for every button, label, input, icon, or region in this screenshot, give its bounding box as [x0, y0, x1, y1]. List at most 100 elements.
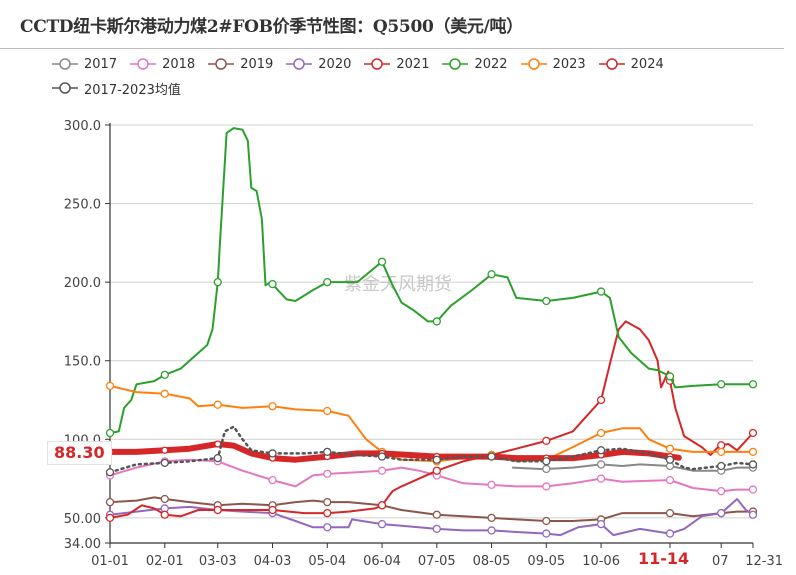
data-point-marker[interactable]: [161, 446, 169, 454]
y-tick-label: 300.0: [64, 119, 101, 134]
data-point-marker[interactable]: [323, 469, 332, 479]
legend-item-2019[interactable]: 2019: [208, 52, 273, 76]
data-point-marker[interactable]: [105, 497, 115, 507]
data-point-marker[interactable]: [160, 510, 169, 519]
data-point-marker[interactable]: [213, 277, 222, 287]
legend-item-2021[interactable]: 2021: [364, 52, 429, 76]
x-tick-label: 08-05: [473, 554, 511, 569]
data-point-marker[interactable]: [160, 494, 169, 504]
data-point-marker[interactable]: [596, 446, 606, 455]
data-point-marker[interactable]: [160, 458, 169, 468]
data-point-marker[interactable]: [432, 317, 441, 326]
data-point-marker[interactable]: [542, 464, 551, 474]
data-point-marker[interactable]: [717, 447, 726, 457]
data-point-marker[interactable]: [268, 449, 277, 458]
data-point-marker[interactable]: [596, 395, 606, 405]
data-point-marker[interactable]: [487, 270, 496, 279]
data-point-marker[interactable]: [213, 505, 222, 515]
data-point-marker[interactable]: [377, 466, 387, 475]
data-point-marker[interactable]: [105, 381, 115, 391]
data-point-marker[interactable]: [323, 406, 332, 416]
legend-item-2024[interactable]: 2024: [598, 52, 664, 76]
data-point-marker[interactable]: [432, 524, 441, 534]
series-line-2019[interactable]: [109, 496, 754, 522]
data-point-marker[interactable]: [748, 447, 758, 457]
data-point-marker[interactable]: [542, 529, 551, 538]
data-point-marker[interactable]: [432, 455, 441, 464]
series-line-2020[interactable]: [109, 498, 754, 537]
data-point-marker[interactable]: [105, 513, 115, 523]
data-point-marker[interactable]: [105, 428, 115, 438]
data-point-marker[interactable]: [487, 452, 496, 461]
data-point-marker[interactable]: [213, 453, 222, 463]
data-point-marker[interactable]: [596, 428, 606, 438]
data-point-marker[interactable]: [377, 257, 387, 266]
data-point-marker[interactable]: [268, 475, 277, 485]
data-point-marker[interactable]: [432, 510, 441, 519]
legend-item-2018[interactable]: 2018: [130, 52, 195, 76]
data-point-marker[interactable]: [665, 372, 675, 381]
data-point-marker[interactable]: [323, 497, 332, 507]
data-point-marker[interactable]: [268, 279, 277, 289]
data-point-marker[interactable]: [665, 444, 675, 453]
legend-label: 2017-2023均值: [84, 82, 181, 98]
data-point-marker[interactable]: [542, 436, 551, 446]
legend-item-2017-2023均值[interactable]: 2017-2023均值: [52, 76, 181, 100]
x-tick-label: 07: [712, 554, 729, 569]
legend-label: 2024: [630, 56, 664, 72]
data-point-marker[interactable]: [748, 510, 758, 519]
data-point-marker[interactable]: [323, 447, 332, 457]
series-line-2023[interactable]: [109, 384, 754, 463]
data-point-marker[interactable]: [596, 474, 606, 483]
data-point-marker[interactable]: [665, 475, 675, 485]
data-point-marker[interactable]: [542, 296, 551, 306]
data-point-marker[interactable]: [542, 457, 551, 466]
data-point-marker[interactable]: [160, 389, 169, 398]
data-point-marker[interactable]: [487, 513, 496, 523]
data-point-marker[interactable]: [432, 466, 441, 475]
legend-marker-icon: [52, 82, 78, 94]
data-point-marker[interactable]: [323, 277, 332, 287]
data-point-marker[interactable]: [487, 480, 496, 490]
data-point-marker[interactable]: [748, 460, 758, 469]
data-point-marker[interactable]: [268, 402, 277, 411]
legend-item-2020[interactable]: 2020: [286, 52, 351, 76]
data-point-marker[interactable]: [542, 516, 551, 526]
data-point-marker[interactable]: [268, 505, 277, 515]
data-point-marker[interactable]: [717, 486, 726, 496]
data-point-marker[interactable]: [596, 287, 606, 296]
data-point-marker[interactable]: [542, 482, 551, 491]
data-point-marker[interactable]: [748, 380, 758, 389]
data-point-marker[interactable]: [665, 529, 675, 538]
data-point-marker[interactable]: [377, 519, 387, 529]
legend-item-2017[interactable]: 2017: [52, 52, 117, 76]
data-point-marker[interactable]: [748, 485, 758, 494]
data-point-marker[interactable]: [596, 460, 606, 469]
data-point-marker[interactable]: [105, 468, 115, 477]
data-point-marker[interactable]: [323, 523, 332, 532]
data-point-marker[interactable]: [665, 455, 675, 464]
data-point-marker[interactable]: [717, 461, 726, 471]
data-point-marker[interactable]: [487, 526, 496, 535]
legend-item-2023[interactable]: 2023: [520, 52, 586, 76]
series-line-2018[interactable]: [109, 458, 754, 493]
data-point-marker[interactable]: [160, 370, 169, 380]
series-line-2017[interactable]: [511, 463, 754, 472]
data-point-marker[interactable]: [717, 508, 726, 518]
x-tick-label: 10-06: [582, 554, 620, 569]
data-point-marker[interactable]: [377, 501, 387, 510]
data-point-marker[interactable]: [377, 452, 387, 461]
legend-item-2022[interactable]: 2022: [442, 52, 508, 76]
series-line-2021[interactable]: [109, 320, 754, 519]
data-point-marker[interactable]: [323, 508, 332, 518]
current-date-label: 11-14: [638, 549, 690, 568]
data-point-marker[interactable]: [717, 380, 726, 389]
data-point-marker[interactable]: [596, 519, 606, 529]
data-point-marker[interactable]: [748, 428, 758, 438]
data-point-marker[interactable]: [213, 400, 222, 409]
x-tick-label: 09-05: [527, 554, 565, 569]
legend-marker-icon: [208, 58, 235, 70]
data-point-marker[interactable]: [665, 508, 675, 518]
data-point-marker[interactable]: [214, 440, 222, 448]
